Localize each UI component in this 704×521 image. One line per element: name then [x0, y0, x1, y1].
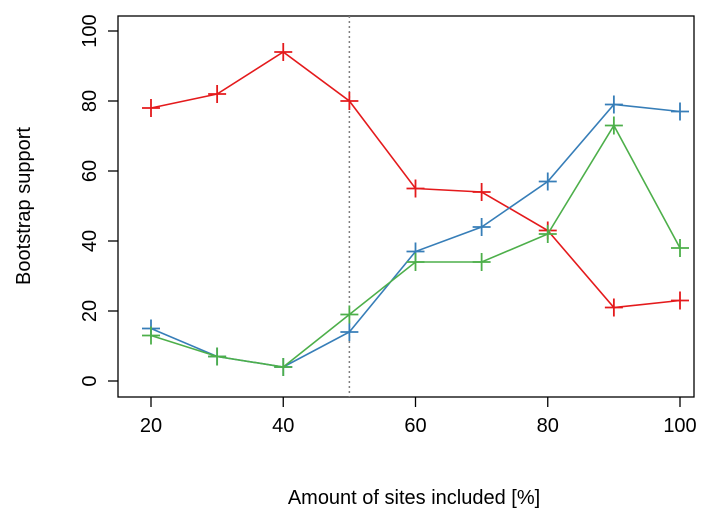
data-point-marker: [407, 253, 425, 271]
x-axis: 20 40 60 80 100: [140, 397, 697, 437]
data-point-marker: [671, 239, 689, 257]
data-point-marker: [407, 180, 425, 198]
data-point-marker: [340, 323, 358, 341]
x-tick-label: 40: [272, 415, 294, 437]
y-tick-label: 0: [79, 375, 101, 386]
data-point-marker: [473, 183, 491, 201]
y-tick-label: 80: [79, 90, 101, 112]
data-point-marker: [340, 306, 358, 324]
y-axis-title: Bootstrap support: [13, 127, 35, 285]
x-tick-label: 100: [663, 415, 696, 437]
plot-frame: [118, 16, 694, 397]
data-point-marker: [473, 253, 491, 271]
data-point-marker: [142, 99, 160, 117]
y-axis: 0 20 40 60 80 100: [79, 14, 118, 386]
series-1: [142, 43, 689, 317]
data-point-marker: [671, 292, 689, 310]
data-point-marker: [340, 92, 358, 110]
x-axis-title: Amount of sites included [%]: [288, 487, 540, 509]
x-tick-label: 20: [140, 415, 162, 437]
y-tick-label: 60: [79, 160, 101, 182]
y-tick-label: 100: [79, 14, 101, 47]
series-layer: [142, 43, 689, 376]
data-point-marker: [208, 85, 226, 103]
data-point-marker: [274, 43, 292, 61]
x-tick-label: 80: [537, 415, 559, 437]
data-point-marker: [671, 103, 689, 121]
x-tick-label: 60: [404, 415, 426, 437]
y-tick-label: 20: [79, 300, 101, 322]
data-point-marker: [605, 117, 623, 135]
data-point-marker: [208, 348, 226, 366]
y-tick-label: 40: [79, 230, 101, 252]
data-point-marker: [274, 358, 292, 376]
data-point-marker: [473, 218, 491, 236]
series-line: [151, 105, 680, 368]
